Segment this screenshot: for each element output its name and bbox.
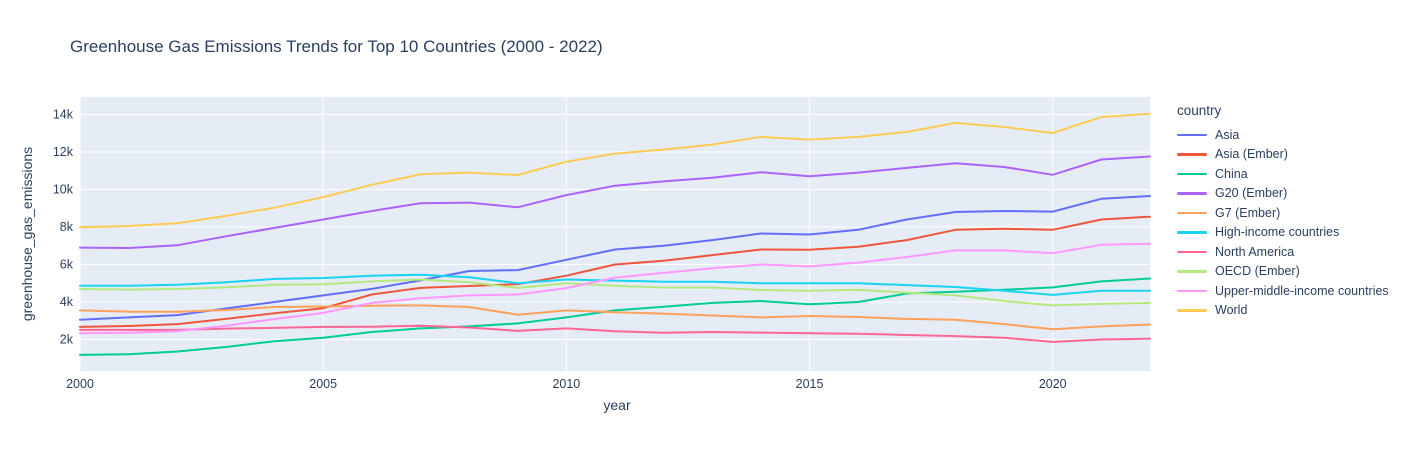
series-line-high-income-countries bbox=[79, 273, 1151, 296]
series-line-china bbox=[79, 277, 1151, 356]
x-tick-label-2005: 2005 bbox=[309, 377, 337, 391]
legend-item-oecd-ember[interactable]: OECD (Ember) bbox=[1177, 262, 1389, 282]
legend-item-label: OECD (Ember) bbox=[1215, 264, 1300, 279]
legend-item-label: China bbox=[1215, 166, 1248, 181]
legend-item-high-income-countries[interactable]: High-income countries bbox=[1177, 223, 1389, 243]
y-tick-label-6k: 6k bbox=[60, 257, 74, 271]
legend-item-china[interactable]: China bbox=[1177, 164, 1389, 184]
legend-swatch-icon bbox=[1177, 270, 1207, 273]
series-line-g20-ember bbox=[79, 155, 1151, 249]
legend-swatch-icon bbox=[1177, 211, 1207, 214]
x-axis-title: year bbox=[603, 397, 631, 413]
legend-item-label: High-income countries bbox=[1215, 225, 1340, 240]
legend-swatch-icon bbox=[1177, 133, 1207, 136]
legend-item-label: Asia (Ember) bbox=[1215, 147, 1288, 162]
series-line-upper-middle-income-countries bbox=[79, 242, 1151, 335]
series-line-g7-ember bbox=[79, 304, 1151, 331]
legend-item-label: World bbox=[1215, 303, 1248, 318]
legend: country Asia Asia (Ember) China G20 (Ember)… bbox=[1177, 103, 1389, 320]
legend-item-asia-ember[interactable]: Asia (Ember) bbox=[1177, 145, 1389, 165]
legend-item-label: Upper-middle-income countries bbox=[1215, 283, 1389, 298]
x-tick-label-2000: 2000 bbox=[66, 377, 94, 391]
series-line-asia bbox=[79, 195, 1151, 321]
y-tick-label-2k: 2k bbox=[60, 332, 74, 346]
y-tick-label-14k: 14k bbox=[53, 107, 74, 121]
x-tick-label-2010: 2010 bbox=[552, 377, 580, 391]
x-tick-label-2015: 2015 bbox=[796, 377, 824, 391]
series-line-asia-ember bbox=[79, 215, 1151, 328]
legend-item-label: G7 (Ember) bbox=[1215, 205, 1281, 220]
y-tick-label-10k: 10k bbox=[53, 182, 74, 196]
y-axis-title: greenhouse_gas_emissions bbox=[19, 146, 35, 322]
legend-item-label: North America bbox=[1215, 244, 1295, 259]
legend-swatch-icon bbox=[1177, 231, 1207, 234]
y-tick-label-8k: 8k bbox=[60, 220, 74, 234]
series-line-oecd-ember bbox=[79, 278, 1151, 307]
series-line-north-america bbox=[79, 324, 1151, 343]
y-tick-label-12k: 12k bbox=[53, 145, 74, 159]
legend-item-label: G20 (Ember) bbox=[1215, 186, 1288, 201]
legend-swatch-icon bbox=[1177, 153, 1207, 156]
legend-swatch-icon bbox=[1177, 250, 1207, 253]
legend-item-upper-middle-income-countries[interactable]: Upper-middle-income countries bbox=[1177, 281, 1389, 301]
legend-item-g7-ember[interactable]: G7 (Ember) bbox=[1177, 203, 1389, 223]
legend-swatch-icon bbox=[1177, 309, 1207, 312]
legend-item-g20-ember[interactable]: G20 (Ember) bbox=[1177, 184, 1389, 204]
legend-item-label: Asia bbox=[1215, 127, 1240, 142]
plot-area[interactable] bbox=[80, 97, 1150, 371]
legend-swatch-icon bbox=[1177, 192, 1207, 195]
legend-item-world[interactable]: World bbox=[1177, 301, 1389, 321]
legend-title: country bbox=[1177, 103, 1222, 118]
x-tick-label-2020: 2020 bbox=[1039, 377, 1067, 391]
series-line-world bbox=[79, 112, 1151, 229]
legend-item-asia[interactable]: Asia bbox=[1177, 125, 1389, 145]
chart-title: Greenhouse Gas Emissions Trends for Top … bbox=[70, 37, 603, 56]
legend-swatch-icon bbox=[1177, 172, 1207, 175]
legend-item-north-america[interactable]: North America bbox=[1177, 242, 1389, 262]
y-tick-label-4k: 4k bbox=[60, 295, 74, 309]
legend-swatch-icon bbox=[1177, 289, 1207, 292]
legend-items: Asia Asia (Ember) China G20 (Ember) G7 (Embe… bbox=[1177, 125, 1389, 320]
